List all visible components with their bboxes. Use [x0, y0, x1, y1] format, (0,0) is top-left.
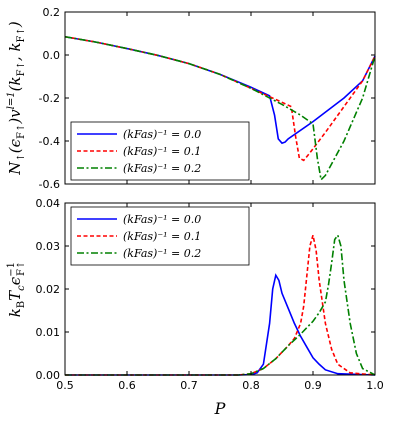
series-line-3	[64, 35, 376, 182]
bottom-legend: (kFas)⁻¹ = 0.0 (kFas)⁻¹ = 0.1 (kFas)⁻¹ = 0…	[70, 206, 250, 266]
series-line-2	[65, 235, 376, 376]
y-tick-label: -0.2	[39, 92, 60, 105]
x-tick-label: 0.7	[180, 379, 198, 392]
legend-box	[70, 121, 250, 181]
legend-label-3: (kFas)⁻¹ = 0.2	[123, 247, 201, 260]
y-tick-label: 0.00	[36, 369, 61, 382]
legend-label-1: (kFas)⁻¹ = 0.0	[123, 213, 201, 226]
top-legend: (kFas)⁻¹ = 0.0 (kFas)⁻¹ = 0.1 (kFas)⁻¹ = 0…	[70, 121, 250, 181]
legend-label-3: (kFas)⁻¹ = 0.2	[123, 162, 201, 175]
y-tick-label: 0.02	[36, 283, 61, 296]
y-tick-label: 0.0	[43, 49, 61, 62]
x-tick-label: 0.8	[242, 379, 260, 392]
legend-box	[70, 206, 250, 266]
x-tick-label: 0.5	[56, 379, 74, 392]
top-panel: -0.6 -0.4 -0.2 0.0 0.2 N↑(ϵF↑)vl=1(kF↑, kF↑)…	[6, 6, 376, 191]
legend-label-2: (kFas)⁻¹ = 0.1	[123, 230, 201, 243]
x-tick-label: 0.9	[304, 379, 322, 392]
bottom-y-axis-label: kBTcϵ−1F↑	[6, 261, 27, 318]
y-tick-label: 0.01	[36, 326, 61, 339]
top-ticks: -0.6 -0.4 -0.2 0.0 0.2	[39, 6, 376, 191]
top-series-group	[64, 35, 376, 182]
legend-label-2: (kFas)⁻¹ = 0.1	[123, 145, 201, 158]
y-tick-label: 0.2	[43, 6, 61, 19]
bottom-panel: 0.5 0.6 0.7 0.8 0.9 1.0 0.00 0.01 0.02 0.03 0.04 k…	[6, 197, 384, 418]
legend-label-1: (kFas)⁻¹ = 0.0	[123, 128, 201, 141]
y-tick-label: 0.04	[36, 197, 61, 210]
series-line-2	[64, 35, 376, 162]
y-tick-label: -0.4	[39, 135, 60, 148]
y-tick-label: 0.03	[36, 240, 61, 253]
bottom-x-axis-label: P	[214, 399, 226, 418]
y-tick-label: -0.6	[39, 178, 60, 191]
series-line-1	[65, 273, 376, 376]
x-tick-label: 0.6	[118, 379, 136, 392]
x-tick-label: 1.0	[366, 379, 384, 392]
bottom-series-group	[65, 233, 376, 376]
bottom-ticks: 0.5 0.6 0.7 0.8 0.9 1.0 0.00 0.01 0.02 0.03 0.04	[36, 197, 384, 392]
top-y-axis-label: N↑(ϵF↑)vl=1(kF↑, kF↑)	[6, 21, 27, 176]
series-line-3	[65, 233, 376, 376]
